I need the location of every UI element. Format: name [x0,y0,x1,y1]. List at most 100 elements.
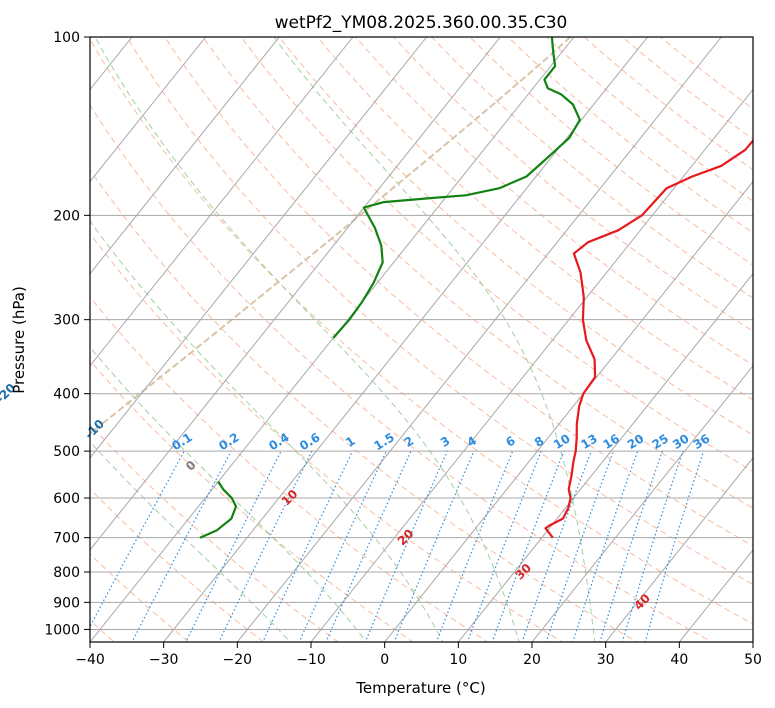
isotherm-line [90,37,207,183]
mixing-ratio-label: 1 [343,434,358,450]
y-tick-label: 100 [53,30,80,46]
dewpoint-profile-line [332,37,581,339]
reference-lines [0,37,753,654]
mixing-ratio-line [393,450,475,642]
temperature-profile-line [544,138,753,539]
dry-adiabat-label: 30 [512,561,534,583]
dry-adiabat-line [545,37,753,202]
x-tick-label: 30 [597,652,615,668]
y-tick-label: 200 [53,208,80,224]
y-tick-label: 900 [53,595,80,611]
isotherm-line [678,549,753,642]
x-tick-label: 20 [523,652,541,668]
isotherm-line [0,37,58,654]
dry-adiabat-line [90,359,414,642]
mixing-ratio-line [90,450,185,628]
dry-adiabat-label: 20 [395,526,417,548]
mixing-ratio-label: 0.2 [216,430,241,453]
mixing-ratio-line [218,450,313,642]
moist-adiabat-line [90,220,444,642]
mixing-ratio-line [131,450,232,642]
dry-adiabat-line [240,37,753,472]
plot-frame [89,36,754,643]
isotherm-line [90,37,428,459]
dry-adiabat-label: 40 [631,591,653,613]
dry-adiabat-line [507,37,753,234]
mixing-ratio-label: 16 [600,431,622,452]
mixing-ratio-label: 8 [532,434,547,450]
mixing-ratio-line [262,450,354,642]
x-tick-label: −10 [296,652,326,668]
dry-adiabat-line [164,37,753,547]
mixing-ratio-label: 0.6 [297,430,322,453]
mixing-ratio-line [621,450,684,642]
dry-adiabat-label: 10 [279,487,301,509]
x-tick-label: 50 [744,652,762,668]
y-tick-label: 1000 [44,622,80,638]
x-tick-label: 0 [380,652,389,668]
x-axis-title: Temperature (°C) [355,679,485,697]
y-tick-label: 800 [53,565,80,581]
y-tick-label: 300 [53,313,80,329]
isotherm-line [236,37,722,642]
dry-adiabat-label: 0 [183,458,199,474]
dry-adiabat-line [621,37,753,140]
moist-adiabat-line [90,346,367,642]
isotherm-line [457,272,753,642]
dry-adiabat-line [659,37,753,110]
isotherm-line [752,641,753,642]
mixing-ratio-label: 10 [551,431,573,452]
y-tick-label: 500 [53,444,80,460]
dry-adiabat-line [126,37,753,586]
moist-adiabat-line [90,441,291,642]
isotherm-line [605,457,753,642]
isotherm-line [310,88,753,642]
isotherm-line [90,37,575,642]
mixing-ratio-line [599,450,663,642]
dry-adiabat-line [90,423,340,642]
mixing-ratio-line [572,450,639,642]
dry-adiabat-line [393,37,753,332]
isotherm-line [531,364,753,642]
isotherm-line [90,37,280,275]
mixing-ratio-label: 3 [438,434,453,450]
isotherm-line [163,37,649,642]
x-tick-label: 10 [449,652,467,668]
mixing-ratio-label: 2 [402,434,417,450]
x-tick-label: 40 [670,652,688,668]
x-tick-label: −30 [149,652,179,668]
dry-adiabat-line [90,296,489,642]
mixing-ratio-label: 20 [625,431,647,452]
mixing-ratio-label: 30 [670,431,692,452]
moist-adiabat-line [273,37,596,642]
x-tick-label: −20 [223,652,253,668]
x-tick-label: −40 [75,652,105,668]
mixing-ratio-line [644,450,705,642]
mixing-ratio-line [185,450,282,642]
mixing-ratio-label: 6 [503,434,518,450]
isotherm-line [90,37,501,551]
dry-adiabat-line [90,168,639,642]
mixing-ratio-label: 13 [578,431,600,452]
axes: −40 −30 −20 −10 0 10 20 30 40 5010020030040050060… [44,30,762,668]
moist-adiabat-line [94,37,520,642]
mixing-ratio-label: 36 [691,431,713,452]
mixing-ratio-label: 0.1 [169,430,194,453]
y-tick-label: 400 [53,387,80,403]
mixing-ratio-line [545,450,614,642]
dewpoint-profile-line [199,481,238,539]
isotherm-line [384,180,753,642]
mixing-ratio-line [364,450,448,642]
mixing-ratio-label: 25 [649,431,671,452]
dry-adiabat-line [431,37,753,299]
isotherm-line [90,37,354,367]
mixing-ratio-line [325,450,412,642]
reference-curve [90,37,571,435]
chart-title: wetPf2_YM08.2025.360.00.35.C30 [275,13,568,33]
mixing-ratio-label: 1.5 [371,430,396,453]
dry-adiabat-line [90,104,713,642]
dry-adiabat-line [469,37,753,266]
dry-adiabat-line [583,37,753,171]
sounding-profiles [199,37,753,539]
